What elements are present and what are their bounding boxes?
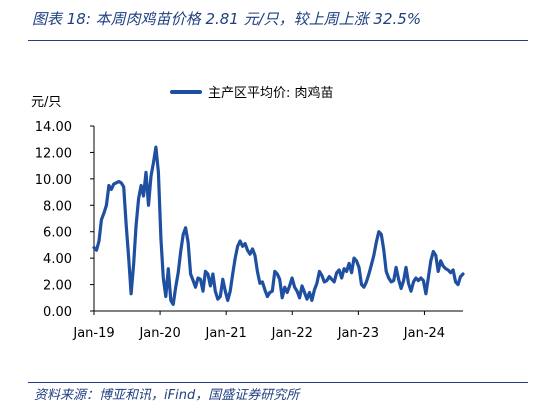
x-tick-labels: Jan-19 Jan-20 Jan-21 Jan-22 Jan-23 Jan-24 bbox=[72, 311, 445, 341]
y-tick-labels: 0.00 2.00 4.00 6.00 8.00 10.00 12.00 14.00 bbox=[35, 120, 94, 320]
x-tick-label: Jan-23 bbox=[337, 326, 379, 341]
x-tick-label: Jan-20 bbox=[138, 326, 180, 341]
title-rule bbox=[28, 40, 528, 41]
source-rule bbox=[28, 382, 528, 383]
y-tick-label: 4.00 bbox=[43, 252, 72, 267]
y-tick-label: 0.00 bbox=[43, 305, 72, 320]
y-tick-label: 2.00 bbox=[43, 279, 72, 294]
series-layer bbox=[92, 145, 465, 306]
chart-legend: 主产区平均价: 肉鸡苗 bbox=[170, 85, 334, 101]
legend-label: 主产区平均价: 肉鸡苗 bbox=[208, 85, 334, 101]
y-tick-label: 14.00 bbox=[35, 120, 72, 135]
y-axis-label: 元/只 bbox=[31, 95, 61, 110]
line-chart: 主产区平均价: 肉鸡苗 元/只 0.00 2.00 4.00 6.00 8.00 10.0… bbox=[31, 85, 465, 341]
x-tick-label: Jan-24 bbox=[403, 326, 445, 341]
y-tick-label: 10.00 bbox=[35, 173, 72, 188]
chart-axes bbox=[93, 126, 463, 312]
source-note: 资料来源：博亚和讯，iFind，国盛证券研究所 bbox=[34, 388, 300, 403]
series-line bbox=[92, 145, 465, 306]
x-tick-label: Jan-22 bbox=[271, 326, 313, 341]
y-tick-label: 6.00 bbox=[43, 226, 72, 241]
x-tick-label: Jan-19 bbox=[72, 326, 114, 341]
figure-title: 图表 18: 本周肉鸡苗价格 2.81 元/只，较上周上涨 32.5% bbox=[32, 10, 422, 28]
x-tick-label: Jan-21 bbox=[205, 326, 247, 341]
y-tick-label: 8.00 bbox=[43, 199, 72, 214]
y-tick-label: 12.00 bbox=[35, 146, 72, 161]
